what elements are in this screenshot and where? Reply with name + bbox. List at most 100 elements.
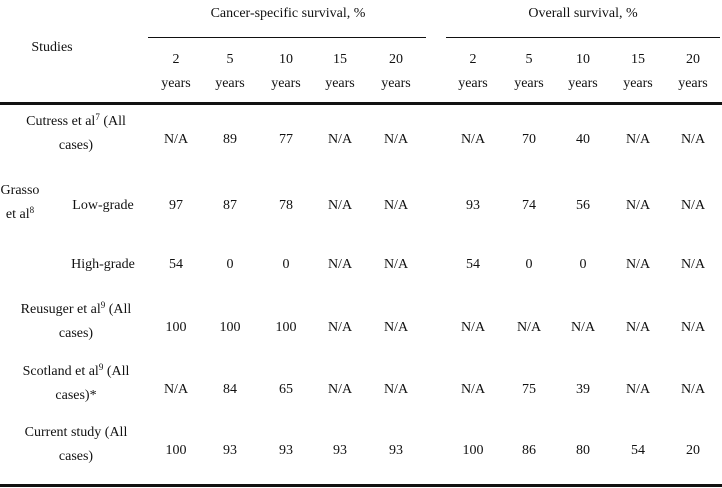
period-number: 5 <box>226 52 234 67</box>
cancer-value: 65 <box>279 382 293 397</box>
overall-value: 0 <box>525 257 533 272</box>
cancer-group-underline <box>148 37 426 38</box>
overall-value: N/A <box>680 320 706 335</box>
cancer-value: N/A <box>383 132 409 147</box>
study-name-line2: et al <box>5 207 30 222</box>
table-bottom-rule <box>0 484 722 487</box>
period-number: 10 <box>279 52 293 67</box>
overall-value: 39 <box>576 382 590 397</box>
cancer-period-header: 5 years <box>204 48 256 96</box>
cancer-value: N/A <box>383 198 409 213</box>
period-unit: years <box>568 76 598 91</box>
study-name: Scotland et al9 (All cases)* <box>8 360 144 408</box>
overall-period-header: 10 years <box>557 48 609 96</box>
overall-value: 75 <box>522 382 536 397</box>
cancer-value: 0 <box>282 257 290 272</box>
overall-value: 93 <box>466 198 480 213</box>
study-name: Cutress et al7 (All cases) <box>8 110 144 158</box>
cancer-value: N/A <box>327 257 353 272</box>
cancer-value: 100 <box>165 443 187 458</box>
cancer-period-header: 2 years <box>150 48 202 96</box>
study-name-line2: cases) <box>58 326 94 341</box>
period-unit: years <box>678 76 708 91</box>
overall-value: 0 <box>579 257 587 272</box>
overall-value: 80 <box>576 443 590 458</box>
cancer-value: N/A <box>383 257 409 272</box>
cancer-value: 100 <box>219 320 241 335</box>
study-name-line2: cases) <box>58 449 94 464</box>
study-name-text: Current study (All <box>24 425 128 440</box>
study-name-text: Cutress et al <box>26 114 96 129</box>
cancer-value: N/A <box>327 320 353 335</box>
period-number: 2 <box>172 52 180 67</box>
header-bottom-rule <box>0 102 722 105</box>
reference-number: 9 <box>98 362 104 372</box>
cancer-value: 54 <box>169 257 183 272</box>
overall-value: 20 <box>686 443 700 458</box>
cancer-value: N/A <box>383 320 409 335</box>
study-name-suffix: (All <box>105 302 132 317</box>
period-number: 10 <box>576 52 590 67</box>
overall-value: N/A <box>516 320 542 335</box>
cancer-value: 89 <box>223 132 237 147</box>
overall-value: 86 <box>522 443 536 458</box>
reference-number: 7 <box>95 112 100 122</box>
overall-group-underline <box>446 37 720 38</box>
subgroup-label: Low-grade <box>72 198 134 213</box>
overall-period-header: 2 years <box>447 48 499 96</box>
period-number: 15 <box>631 52 645 67</box>
cancer-value: 78 <box>279 198 293 213</box>
overall-value: 40 <box>576 132 590 147</box>
period-unit: years <box>271 76 301 91</box>
study-name-line2: cases) <box>58 138 94 153</box>
reference-number: 8 <box>29 205 35 215</box>
overall-value: 100 <box>462 443 484 458</box>
overall-value: N/A <box>680 198 706 213</box>
cancer-value: 87 <box>223 198 237 213</box>
cancer-value: N/A <box>163 382 189 397</box>
overall-value: N/A <box>625 132 651 147</box>
period-number: 5 <box>525 52 533 67</box>
cancer-value: 93 <box>333 443 347 458</box>
overall-period-header: 15 years <box>612 48 664 96</box>
cancer-value: N/A <box>383 382 409 397</box>
period-unit: years <box>215 76 245 91</box>
reference-number: 9 <box>100 300 106 310</box>
overall-value: N/A <box>680 382 706 397</box>
cancer-value: N/A <box>327 198 353 213</box>
period-unit: years <box>458 76 488 91</box>
overall-value: N/A <box>460 132 486 147</box>
period-unit: years <box>381 76 411 91</box>
cancer-value: 100 <box>275 320 297 335</box>
cancer-period-header: 15 years <box>314 48 366 96</box>
period-number: 20 <box>389 52 403 67</box>
overall-value: N/A <box>680 132 706 147</box>
overall-value: 56 <box>576 198 590 213</box>
overall-value: 74 <box>522 198 536 213</box>
cancer-period-header: 20 years <box>370 48 422 96</box>
study-name-text: Scotland et al <box>22 364 99 379</box>
cancer-value: 100 <box>165 320 187 335</box>
cancer-value: 93 <box>223 443 237 458</box>
cancer-value: 77 <box>279 132 293 147</box>
study-name-suffix: (All <box>99 114 126 129</box>
period-unit: years <box>623 76 653 91</box>
overall-value: N/A <box>680 257 706 272</box>
overall-value: 54 <box>631 443 645 458</box>
period-number: 20 <box>686 52 700 67</box>
overall-value: 54 <box>466 257 480 272</box>
overall-period-header: 5 years <box>503 48 555 96</box>
subgroup-label: High-grade <box>71 257 135 272</box>
study-name-suffix: (All <box>103 364 130 379</box>
period-unit: years <box>161 76 191 91</box>
period-number: 15 <box>333 52 347 67</box>
overall-value: N/A <box>625 382 651 397</box>
cancer-specific-group-header: Cancer-specific survival, % <box>210 6 366 21</box>
cancer-value: 0 <box>226 257 234 272</box>
period-unit: years <box>325 76 355 91</box>
overall-value: N/A <box>625 320 651 335</box>
cancer-value: 93 <box>389 443 403 458</box>
study-name-line2: cases)* <box>55 388 97 403</box>
study-name: Grasso et al8 <box>0 179 40 227</box>
overall-group-header: Overall survival, % <box>528 6 638 21</box>
